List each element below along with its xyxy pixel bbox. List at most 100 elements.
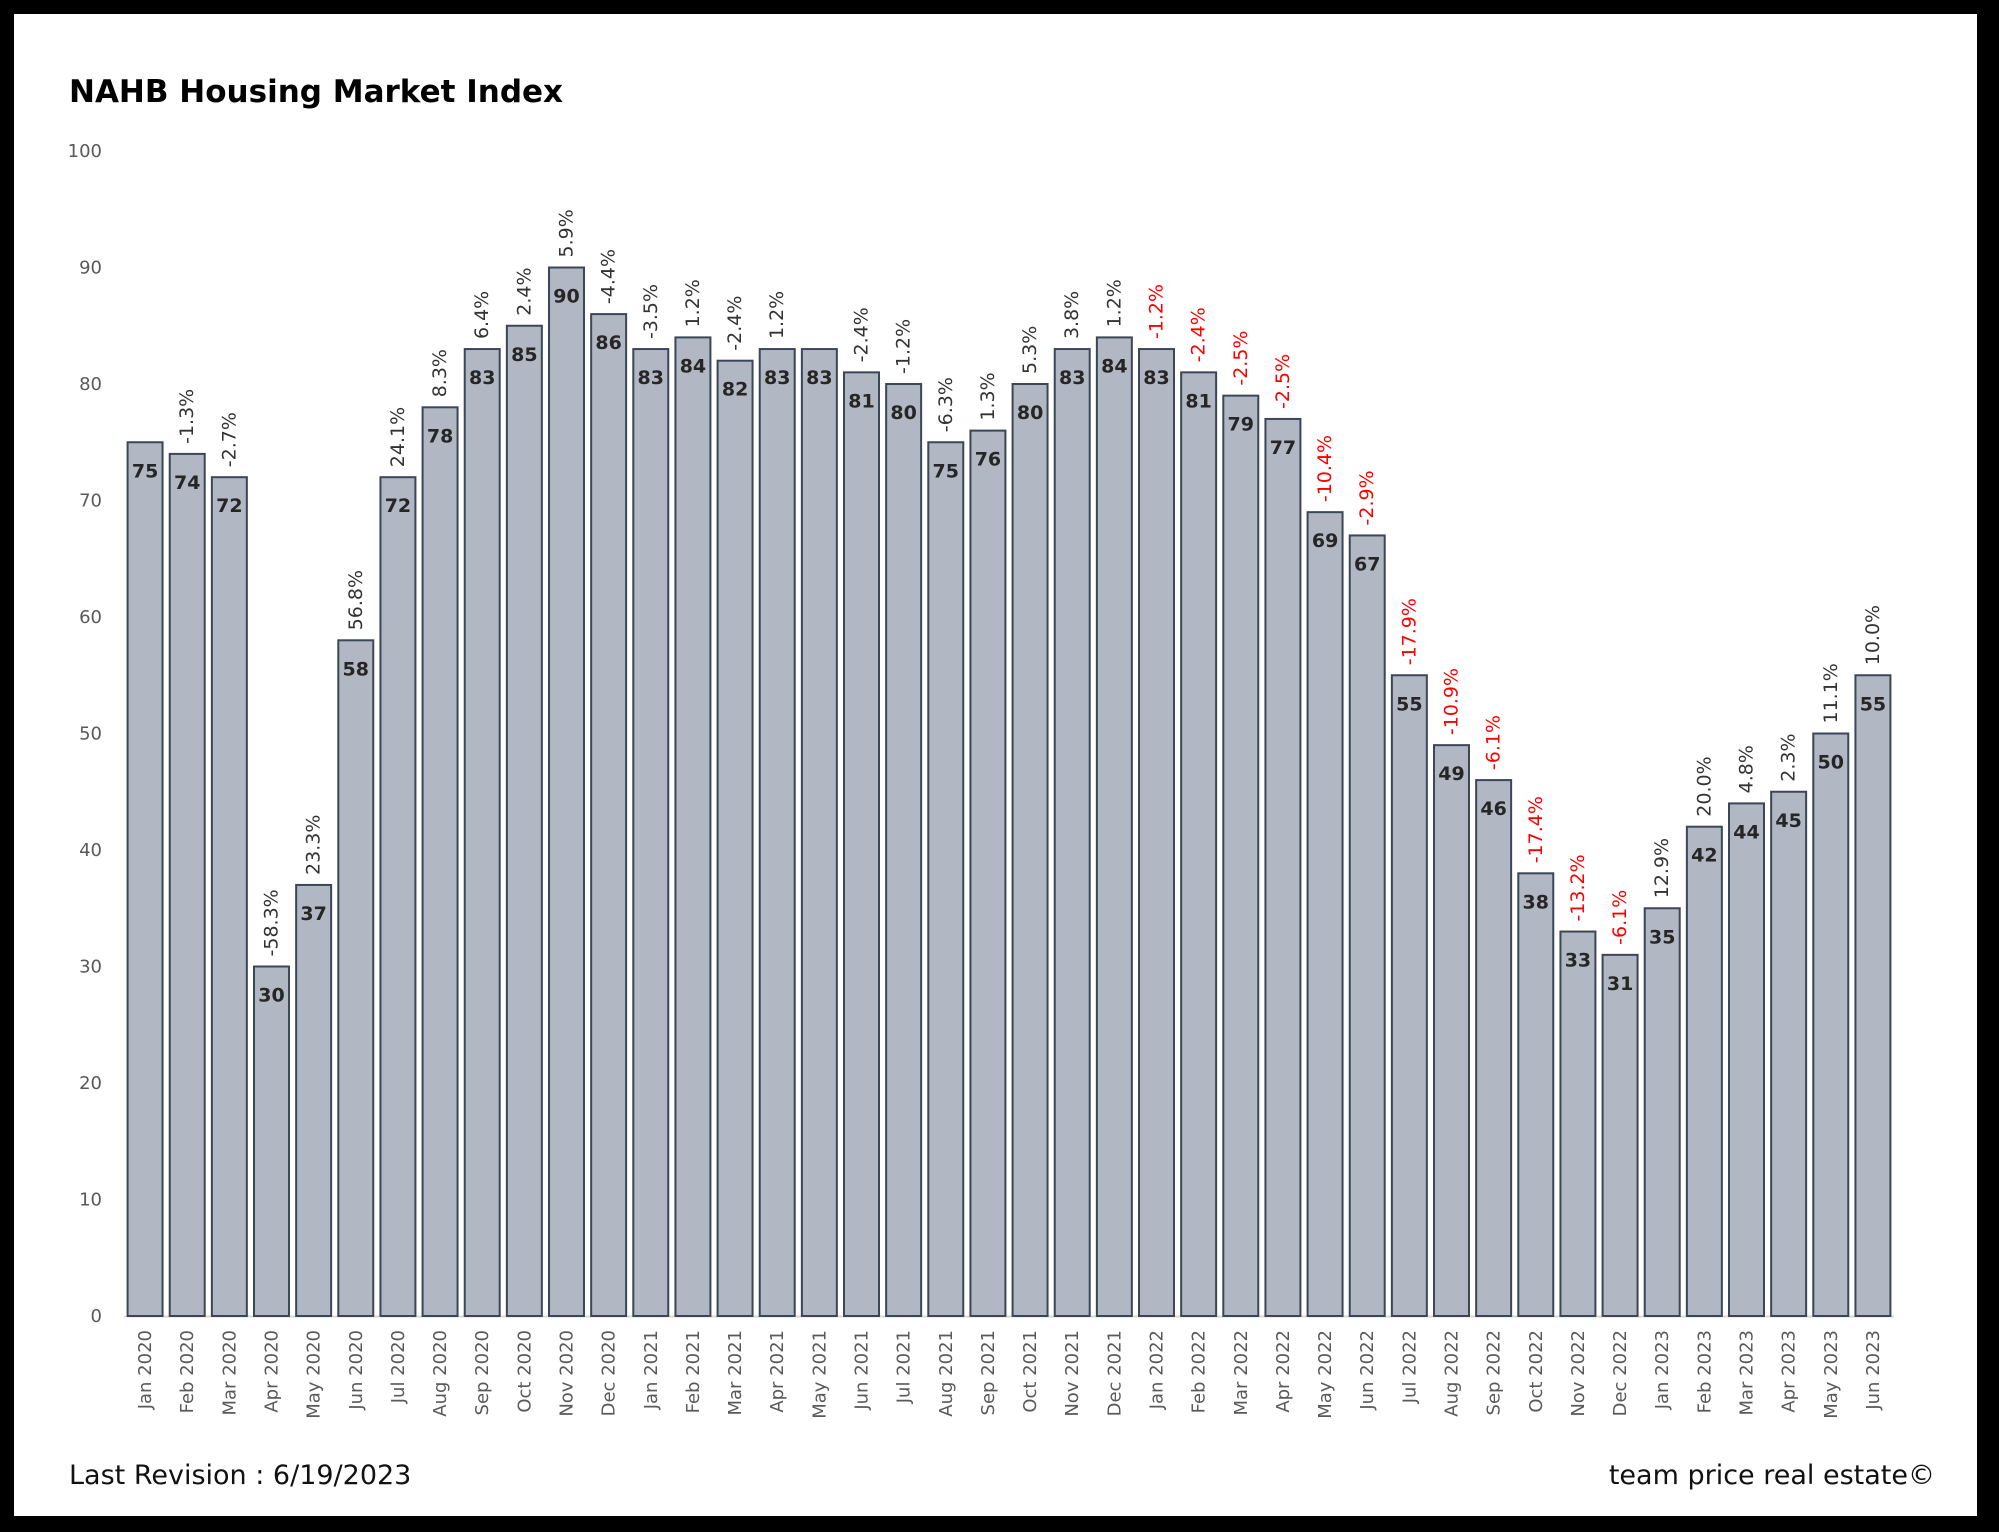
bar: [1390, 674, 1428, 1317]
change-label: 56.8%: [345, 570, 367, 630]
bar: [1306, 511, 1344, 1317]
x-tick-label: Sep 2021: [978, 1330, 999, 1415]
change-label: -1.2%: [893, 319, 915, 374]
bar: [1559, 930, 1597, 1317]
x-tick-label: Jan 2021: [641, 1330, 662, 1410]
change-label: 2.3%: [1778, 733, 1800, 781]
bar-value-label: 49: [1438, 763, 1464, 785]
bar: [1517, 872, 1555, 1317]
x-tick-label: Jun 2023: [1863, 1330, 1884, 1411]
bar-value-label: 69: [1312, 530, 1338, 552]
change-label: -13.2%: [1567, 854, 1589, 921]
bar-value-label: 80: [1017, 402, 1043, 424]
x-tick-label: Nov 2022: [1568, 1330, 1589, 1417]
x-tick-label: Feb 2023: [1694, 1330, 1715, 1413]
change-label: -58.3%: [261, 889, 283, 956]
change-label: -1.3%: [176, 389, 198, 444]
bar-value-label: 84: [680, 355, 706, 377]
x-tick-label: Mar 2022: [1231, 1330, 1252, 1416]
change-label: 10.0%: [1862, 605, 1884, 665]
change-label: 1.3%: [977, 372, 999, 420]
x-tick-label: Dec 2020: [599, 1330, 620, 1416]
bar: [1643, 907, 1681, 1317]
bar-value-label: 31: [1607, 973, 1633, 995]
x-tick-label: May 2022: [1315, 1330, 1336, 1419]
bar: [1728, 802, 1765, 1317]
x-tick-label: May 2020: [304, 1330, 325, 1419]
bar-value-label: 46: [1480, 798, 1506, 820]
bar-value-label: 83: [764, 367, 790, 389]
change-label: 5.9%: [556, 209, 578, 257]
x-tick-label: Apr 2023: [1779, 1330, 1800, 1413]
bar: [505, 324, 543, 1317]
x-tick-label: Nov 2020: [557, 1330, 578, 1417]
y-tick-label: 20: [79, 1073, 102, 1094]
x-tick-label: Jan 2020: [135, 1330, 156, 1410]
change-label: -3.5%: [640, 284, 662, 339]
x-tick-label: Jun 2021: [852, 1330, 873, 1411]
bar: [1011, 383, 1049, 1317]
bar-chart: 0 10 20 30 40 50 60 70 80 90 100 75 Jan 2020 74 -1.3% F…: [68, 141, 1894, 1419]
bar-value-label: 83: [1143, 367, 1169, 389]
x-tick-label: Jun 2020: [346, 1330, 367, 1411]
bar-value-label: 86: [595, 332, 621, 354]
x-tick-label: Jul 2022: [1399, 1330, 1420, 1404]
bar-value-label: 83: [469, 367, 495, 389]
bar-value-label: 80: [890, 402, 916, 424]
bar-value-label: 83: [806, 367, 832, 389]
bar-value-label: 75: [132, 460, 158, 482]
change-label: -10.9%: [1441, 668, 1463, 735]
bar-value-label: 30: [258, 985, 284, 1007]
bar-value-label: 74: [174, 472, 200, 494]
y-tick-label: 60: [79, 607, 102, 628]
bar: [295, 883, 333, 1317]
x-tick-label: Jul 2020: [388, 1330, 409, 1404]
change-label: -6.1%: [1609, 890, 1631, 945]
y-tick-label: 50: [79, 724, 102, 745]
bar-value-label: 76: [975, 449, 1001, 471]
chart-card: NAHB Housing Market Index 0 10 20 30 40 50 60 7…: [14, 14, 1977, 1516]
bar-value-label: 33: [1565, 950, 1591, 972]
change-label: -6.3%: [935, 377, 957, 432]
bar-value-label: 37: [300, 903, 326, 925]
bar-value-label: 83: [638, 367, 664, 389]
bar-value-label: 38: [1523, 891, 1549, 913]
bar: [758, 348, 796, 1317]
x-tick-label: Jul 2021: [894, 1330, 915, 1404]
x-tick-label: Jan 2023: [1652, 1330, 1673, 1410]
bar-value-label: 55: [1396, 693, 1422, 715]
change-label: 4.8%: [1736, 745, 1758, 793]
bar-value-label: 79: [1228, 414, 1254, 436]
x-tick-label: May 2021: [809, 1330, 830, 1419]
bar: [1138, 348, 1175, 1317]
x-tick-label: Oct 2021: [1020, 1330, 1041, 1413]
x-tick-label: Feb 2020: [177, 1330, 198, 1413]
bar: [1601, 953, 1639, 1317]
bar: [632, 348, 670, 1317]
bar-value-label: 78: [427, 425, 453, 447]
bar-value-label: 45: [1775, 810, 1801, 832]
change-label: 8.3%: [429, 349, 451, 397]
bar: [1475, 779, 1513, 1317]
bar: [1854, 674, 1892, 1317]
bar: [1433, 744, 1470, 1317]
bar: [463, 348, 501, 1317]
change-label: -10.4%: [1314, 435, 1336, 502]
change-label: -2.9%: [1356, 470, 1378, 525]
change-label: 6.4%: [471, 291, 493, 339]
bar: [1770, 790, 1808, 1317]
bar-value-label: 42: [1691, 845, 1717, 867]
bar: [800, 348, 838, 1317]
bar-value-label: 90: [553, 286, 579, 308]
y-tick-label: 100: [68, 141, 102, 162]
x-tick-label: Oct 2020: [514, 1330, 535, 1413]
bar: [337, 639, 375, 1317]
bar-value-label: 81: [848, 390, 874, 412]
bar: [1053, 348, 1091, 1317]
bar: [168, 452, 206, 1317]
bar: [1180, 371, 1218, 1318]
last-revision-note: Last Revision : 6/19/2023: [69, 1460, 412, 1491]
bar: [253, 965, 290, 1317]
bar: [590, 313, 628, 1318]
x-tick-label: Dec 2022: [1610, 1330, 1631, 1416]
